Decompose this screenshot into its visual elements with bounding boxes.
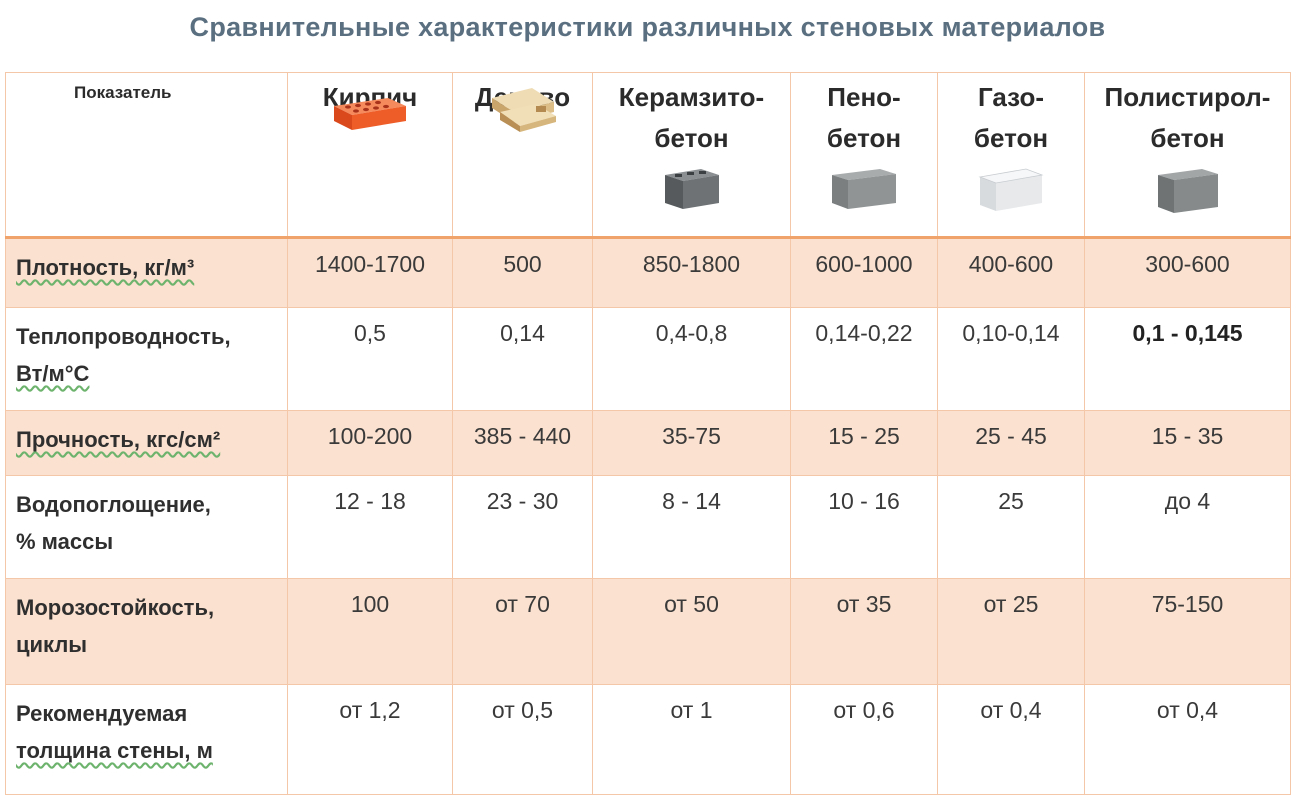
row-label-line2: % массы <box>16 529 114 554</box>
table-cell: 15 - 35 <box>1084 410 1291 476</box>
table-cell: 15 - 25 <box>790 410 938 476</box>
table-cell: от 50 <box>592 578 791 685</box>
table-cell: от 35 <box>790 578 938 685</box>
row-label: Рекомендуемая толщина стены, м <box>5 684 288 795</box>
material-header-foam-concrete: Пено-бетон <box>790 72 938 239</box>
row-label: Прочность, кгс/см² <box>5 410 288 476</box>
table-row-frost-resistance: Морозостойкость, циклы 100 от 70 от 50 от… <box>5 578 1291 685</box>
table-cell: 1400-1700 <box>287 237 453 308</box>
foam-block-icon <box>832 169 896 209</box>
table-cell: 25 - 45 <box>937 410 1085 476</box>
table-cell: от 0,5 <box>452 684 593 795</box>
row-label: Морозостойкость, циклы <box>5 578 288 685</box>
table-cell: от 25 <box>937 578 1085 685</box>
table-cell: 35-75 <box>592 410 791 476</box>
table-row-wall-thickness: Рекомендуемая толщина стены, м от 1,2 от … <box>5 684 1291 795</box>
row-label-line2: Вт/м°С <box>16 361 90 386</box>
polystyrene-block-icon <box>1157 169 1218 213</box>
table-cell: от 1,2 <box>287 684 453 795</box>
table-cell: 0,14 <box>452 307 593 411</box>
table-cell: 0,4-0,8 <box>592 307 791 411</box>
row-label-line2: циклы <box>16 632 88 657</box>
table-cell: 600-1000 <box>790 237 938 308</box>
material-name: Полистирол- <box>1104 82 1271 112</box>
material-name-line2: бетон <box>1150 123 1225 153</box>
table-cell: от 0,6 <box>790 684 938 795</box>
table-cell: 25 <box>937 475 1085 579</box>
table-row-water-absorption: Водопоглощение, % массы 12 - 18 23 - 30 8… <box>5 475 1291 579</box>
material-name-line2: бетон <box>973 123 1049 153</box>
row-label-line1: Морозостойкость, <box>16 595 215 620</box>
table-cell: от 0,4 <box>937 684 1085 795</box>
table-cell: от 1 <box>592 684 791 795</box>
material-name-line2: бетон <box>826 123 902 153</box>
material-name: Газо- <box>978 82 1044 112</box>
table-cell: 500 <box>452 237 593 308</box>
table-cell: 23 - 30 <box>452 475 593 579</box>
row-label-line2: толщина стены, м <box>16 738 213 763</box>
comparison-table: Показатель Кирпич Дерево <box>5 72 1291 795</box>
table-cell: от 0,4 <box>1084 684 1291 795</box>
aerated-block-icon <box>978 168 1044 211</box>
table-cell: 75-150 <box>1084 578 1291 685</box>
row-label: Плотность, кг/м³ <box>5 237 288 308</box>
table-row-thermal-conductivity: Теплопроводность, Вт/м°С 0,5 0,14 0,4-0,8… <box>5 307 1291 411</box>
material-name: Керамзито- <box>618 82 765 112</box>
row-label-line1: Теплопроводность, <box>16 324 231 349</box>
table-cell: 0,14-0,22 <box>790 307 938 411</box>
table-cell: от 70 <box>452 578 593 685</box>
row-label-line1: Водопоглощение, <box>16 492 211 517</box>
table-row-strength: Прочность, кгс/см² 100-200 385 - 440 35-… <box>5 410 1291 476</box>
table-cell: 0,5 <box>287 307 453 411</box>
row-label-line1: Плотность, кг/м³ <box>16 255 195 280</box>
material-header-aerated-concrete: Газо-бетон <box>937 72 1085 239</box>
table-cell: 8 - 14 <box>592 475 791 579</box>
row-label: Водопоглощение, % массы <box>5 475 288 579</box>
row-label: Теплопроводность, Вт/м°С <box>5 307 288 411</box>
table-row-density: Плотность, кг/м³ 1400-1700 500 850-1800 … <box>5 237 1291 308</box>
table-cell: 385 - 440 <box>452 410 593 476</box>
brick-icon <box>334 98 406 130</box>
param-column-header: Показатель <box>5 72 288 239</box>
table-cell: 0,10-0,14 <box>937 307 1085 411</box>
page-title: Сравнительные характеристики различных с… <box>189 12 1106 42</box>
timber-icon <box>491 88 556 132</box>
material-header-wood: Дерево <box>452 72 593 239</box>
table-cell: 12 - 18 <box>287 475 453 579</box>
table-cell: 100 <box>287 578 453 685</box>
table-cell: 100-200 <box>287 410 453 476</box>
material-header-expanded-clay-concrete: Керамзито-бетон <box>592 72 791 239</box>
table-header-row: Показатель Кирпич Дерево <box>5 72 1291 239</box>
hollow-block-icon <box>664 169 719 209</box>
row-label-line1: Прочность, кгс/см² <box>16 427 221 452</box>
table-cell: 300-600 <box>1084 237 1291 308</box>
material-header-polystyrene-concrete: Полистирол-бетон <box>1084 72 1291 239</box>
table-cell: 10 - 16 <box>790 475 938 579</box>
table-cell: 0,1 - 0,145 <box>1084 307 1291 411</box>
material-name: Пено- <box>827 82 901 112</box>
material-header-brick: Кирпич <box>287 72 453 239</box>
table-cell: до 4 <box>1084 475 1291 579</box>
table-cell: 850-1800 <box>592 237 791 308</box>
table-cell: 400-600 <box>937 237 1085 308</box>
row-label-line1: Рекомендуемая <box>16 701 188 726</box>
material-name-line2: бетон <box>654 123 729 153</box>
